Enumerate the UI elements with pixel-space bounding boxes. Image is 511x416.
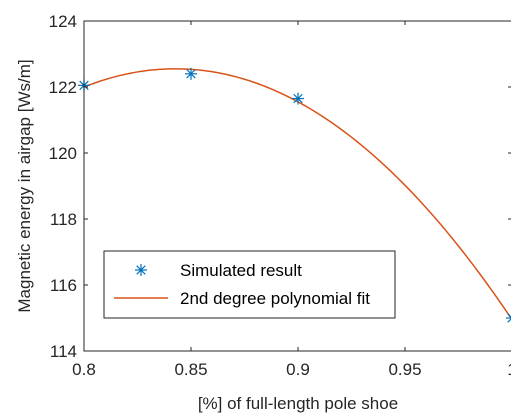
x-tick-label-4: 1 [507,360,511,379]
y-tick-label-3: 120 [49,144,77,163]
legend-label-simulated: Simulated result [180,261,302,280]
y-axis-title: Magnetic energy in airgap [Ws/m] [15,59,34,312]
legend-entry-marker-icon [135,264,147,276]
marker-layer [78,67,511,323]
legend-label-fit: 2nd degree polynomial fit [180,289,370,308]
simulated-point-2 [292,92,304,105]
simulated-point-3 [506,313,511,323]
y-axis: 114 116 118 120 122 124 [49,12,511,361]
x-axis-title: [%] of full-length pole shoe [198,394,398,413]
x-tick-label-0: 0.8 [72,360,96,379]
x-tick-label-1: 0.85 [174,360,207,379]
simulated-point-1 [185,67,197,80]
y-tick-label-1: 116 [50,276,77,295]
legend: Simulated result 2nd degree polynomial f… [103,250,396,319]
x-tick-label-3: 0.95 [388,360,421,379]
legend-asterisk-marker [135,264,147,276]
x-axis: 0.8 0.85 0.9 0.95 1 [72,21,511,379]
x-tick-label-2: 0.9 [286,360,310,379]
y-tick-label-2: 118 [50,210,77,229]
y-tick-label-4: 122 [49,78,77,97]
y-tick-label-5: 124 [49,12,77,31]
y-tick-label-0: 114 [50,342,77,361]
legend-box [103,250,396,319]
